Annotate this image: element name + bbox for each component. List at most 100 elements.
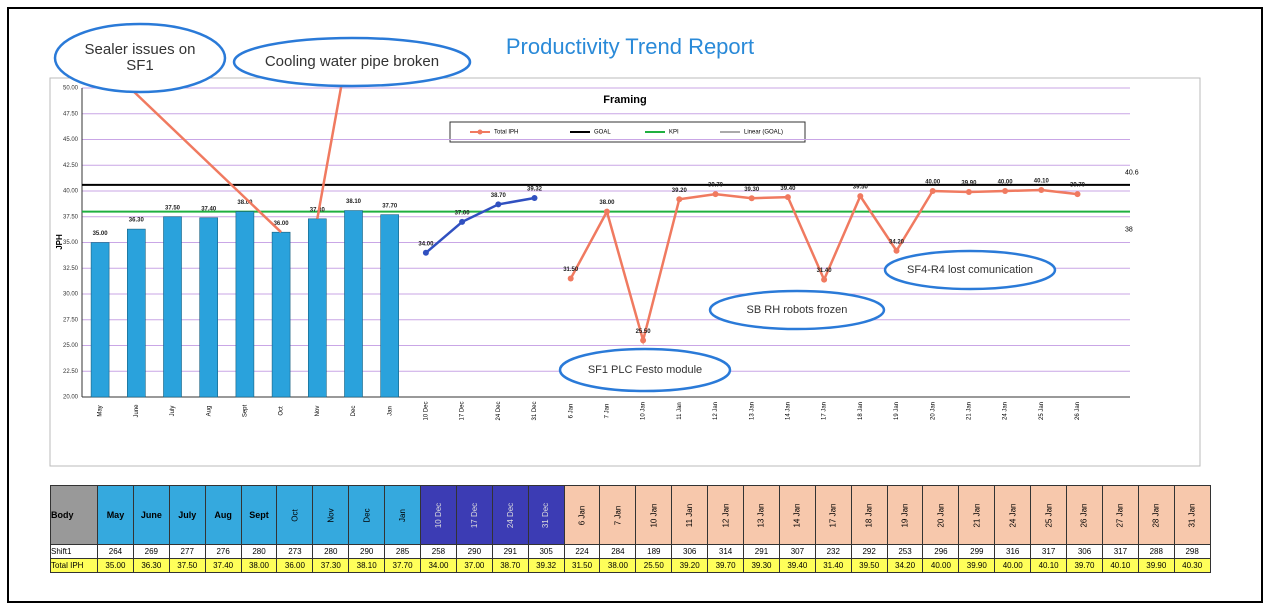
annotation-text: SB RH robots frozen [746, 303, 848, 316]
column-label: Sept [249, 510, 269, 520]
column-header: 24 Dec [491, 485, 529, 545]
marker [567, 275, 574, 282]
bar [127, 228, 146, 398]
bar [90, 242, 110, 398]
table-cell: 305 [527, 544, 565, 559]
x-tick-label: 21 Jan [966, 402, 972, 420]
column-header: 10 Dec [420, 485, 457, 545]
marker [821, 276, 828, 283]
data-label: 39.30 [744, 187, 760, 193]
x-tick-label: Oct [279, 406, 285, 416]
table-cell: 39.70 [1066, 558, 1103, 573]
x-tick-label: 19 Jan [894, 402, 900, 420]
x-tick-label: Dec [351, 406, 357, 417]
column-label: Jan [398, 509, 408, 522]
table-cell: 291 [743, 544, 780, 559]
table-cell: 269 [132, 544, 170, 559]
table-cell: 317 [1030, 544, 1068, 559]
column-label: 14 Jan [792, 503, 802, 528]
table-cell: 258 [420, 544, 457, 559]
table-cell: 40.30 [1173, 558, 1211, 573]
column-label: Dec [362, 508, 372, 523]
table-cell: 38.00 [599, 558, 637, 573]
table-cell: 277 [168, 544, 206, 559]
marker [1002, 188, 1009, 194]
data-label: 31.40 [817, 268, 833, 274]
data-label: 37.00 [455, 210, 471, 216]
marker [640, 337, 647, 344]
bar [344, 210, 363, 398]
column-header: May [97, 485, 134, 545]
marker [712, 191, 719, 198]
table-cell: 298 [1173, 544, 1211, 559]
x-tick-label: 12 Jan [713, 402, 719, 420]
table-cell: 280 [312, 544, 350, 559]
column-header: Sept [240, 485, 278, 545]
data-label: 39.70 [708, 183, 724, 189]
column-header: 20 Jan [922, 485, 960, 545]
marker [495, 201, 502, 208]
annotation-bubble [232, 36, 472, 88]
marker [459, 218, 466, 225]
x-tick-label: 25 Jan [1039, 402, 1045, 420]
table-cell: 232 [814, 544, 852, 559]
x-tick-label: 11 Jan [677, 402, 683, 420]
y-tick-label: 30.00 [63, 292, 79, 298]
column-header: 19 Jan [886, 485, 924, 545]
x-tick-label: 7 Jan [604, 404, 610, 419]
data-label: 39.70 [1070, 183, 1086, 189]
column-header: 27 Jan [1101, 485, 1139, 545]
column-label: 27 Jan [1115, 503, 1125, 528]
column-header: July [168, 485, 206, 545]
data-label: 37.50 [165, 205, 181, 211]
column-label: 11 Jan [685, 503, 695, 528]
column-label: 13 Jan [756, 503, 766, 528]
x-tick-label: 31 Dec [532, 401, 538, 420]
column-label: 21 Jan [972, 503, 982, 528]
data-label: 40.00 [925, 180, 941, 186]
data-table: Body May June July Aug Sept Oct Nov Dec Jan 10 Dec… [50, 485, 1211, 573]
x-tick-label: 20 Jan [930, 402, 936, 420]
header-cell: Body [50, 485, 98, 545]
annotation-bubble [708, 289, 886, 331]
table-row: Total IPH 35.00 36.30 37.50 37.40 38.00 36.00 3… [50, 558, 1211, 573]
marker [784, 194, 791, 201]
table-cell: 39.90 [1137, 558, 1175, 573]
column-label: June [140, 510, 162, 520]
column-label: 28 Jan [1151, 503, 1161, 528]
annotation-text: Cooling water pipe broken [264, 52, 440, 70]
table-cell: 36.00 [276, 558, 314, 573]
column-label: Nov [326, 508, 336, 523]
x-tick-label: June [134, 404, 140, 418]
reference-label: 38 [1125, 226, 1133, 233]
table-cell: 224 [563, 544, 601, 559]
x-tick-label: Nov [315, 406, 321, 417]
y-tick-label: 35.00 [63, 240, 79, 246]
table-cell: 189 [635, 544, 673, 559]
column-header: 6 Jan [563, 485, 601, 545]
x-tick-label: 26 Jan [1075, 402, 1081, 420]
table-cell: 38.10 [348, 558, 386, 573]
table-cell: 317 [1101, 544, 1139, 559]
y-tick-label: 25.00 [63, 343, 79, 349]
column-header: 12 Jan [707, 485, 745, 545]
table-cell: 314 [707, 544, 745, 559]
x-tick-label: 18 Jan [858, 402, 864, 420]
column-label: 17 Jan [828, 503, 838, 528]
marker [929, 188, 936, 194]
table-cell: 264 [97, 544, 134, 559]
line [425, 196, 535, 254]
y-tick-label: 37.50 [63, 214, 79, 220]
marker [748, 195, 755, 202]
table-cell: 38.70 [491, 558, 529, 573]
column-label: May [106, 510, 125, 520]
bar [380, 214, 400, 398]
column-header: 7 Jan [599, 485, 637, 545]
column-header: Jan [384, 485, 422, 545]
annotation-text: SF4-R4 lost comunication [907, 263, 1033, 276]
table-cell: 40.10 [1030, 558, 1068, 573]
marker [603, 208, 610, 215]
table-cell: 307 [778, 544, 816, 559]
y-tick-label: 20.00 [63, 395, 79, 401]
column-label: Oct [290, 509, 300, 522]
